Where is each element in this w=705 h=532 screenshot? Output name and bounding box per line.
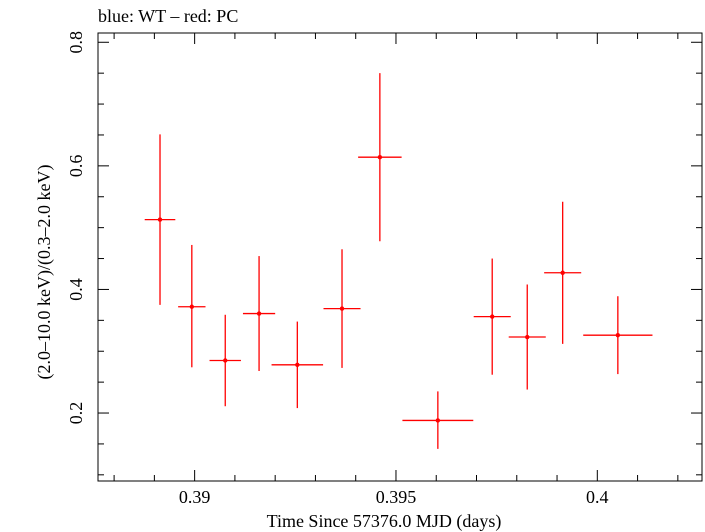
y-tick-label: 0.2 xyxy=(66,402,86,425)
y-axis-label: (2.0–10.0 keV)/(0.3–2.0 keV) xyxy=(34,165,55,380)
point-marker xyxy=(377,155,383,160)
x-tick-label: 0.4 xyxy=(586,487,609,507)
data-point xyxy=(144,134,176,305)
point-marker xyxy=(560,270,565,275)
data-point xyxy=(402,391,474,449)
data-point xyxy=(271,321,324,409)
point-marker xyxy=(435,418,441,423)
data-point xyxy=(242,256,276,372)
y-tick-label: 0.8 xyxy=(66,31,86,54)
axis-ticks: 0.39 0.395 0.4 0.2 0.4 0.6 0.8 xyxy=(66,31,702,507)
point-marker xyxy=(490,314,495,319)
data-point xyxy=(473,258,511,375)
point-marker xyxy=(295,362,300,368)
point-marker xyxy=(256,311,262,316)
chart-title: blue: WT – red: PC xyxy=(98,6,238,26)
data-point xyxy=(209,314,241,407)
data-point xyxy=(178,244,206,368)
x-tick-label: 0.395 xyxy=(376,487,417,507)
y-tick-label: 0.4 xyxy=(66,278,86,301)
y-tick-label: 0.6 xyxy=(66,155,86,178)
point-marker xyxy=(189,304,195,309)
data-point xyxy=(583,296,653,375)
x-tick-label: 0.39 xyxy=(179,487,211,507)
point-marker xyxy=(223,358,228,363)
data-point xyxy=(544,201,582,344)
point-marker xyxy=(339,306,345,311)
point-marker xyxy=(525,334,530,340)
data-point xyxy=(508,284,546,390)
data-point xyxy=(358,73,402,242)
x-axis-label: Time Since 57376.0 MJD (days) xyxy=(267,511,502,532)
plot-frame xyxy=(97,32,703,482)
point-marker xyxy=(615,332,621,338)
data-marks xyxy=(144,73,653,449)
point-marker xyxy=(157,217,163,222)
data-point xyxy=(323,249,361,368)
